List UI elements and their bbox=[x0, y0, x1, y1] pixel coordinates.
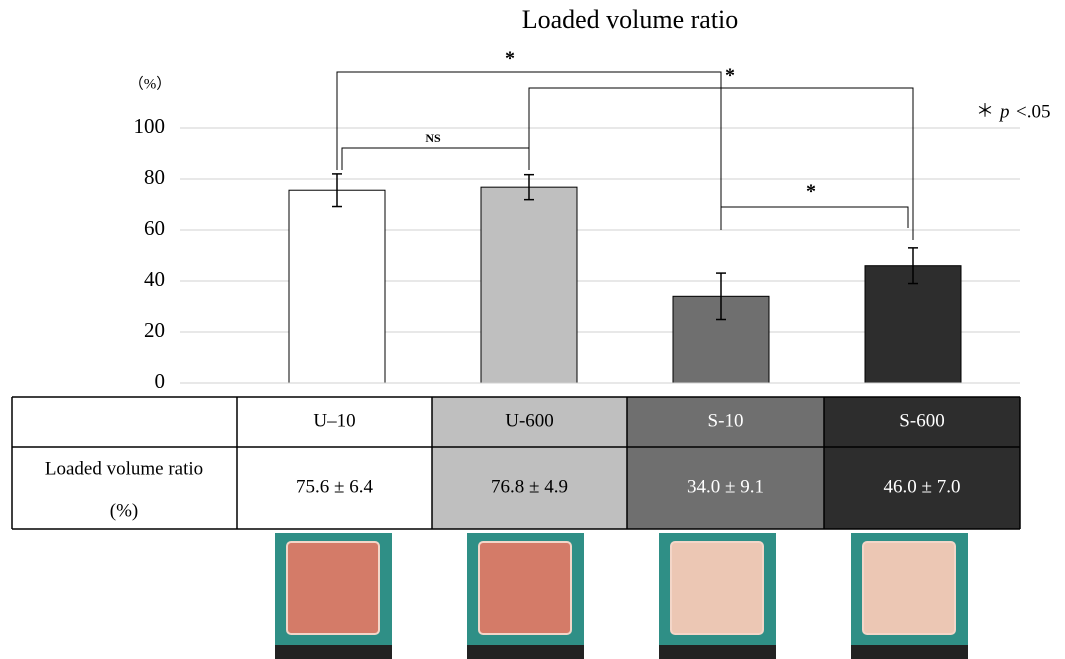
note-symbol: ＊ bbox=[976, 101, 994, 121]
significance-bracket bbox=[721, 207, 908, 228]
photo-sample bbox=[671, 542, 763, 634]
row-label: Loaded volume ratio bbox=[45, 458, 203, 479]
bar bbox=[481, 187, 577, 383]
value-label: 76.8 ± 4.9 bbox=[491, 476, 568, 497]
photo-sample bbox=[287, 542, 379, 634]
chart-title: Loaded volume ratio bbox=[522, 5, 739, 34]
category-label: U-600 bbox=[505, 410, 554, 431]
note-p: p bbox=[998, 101, 1010, 122]
value-label: 46.0 ± 7.0 bbox=[884, 476, 961, 497]
y-tick-label: 20 bbox=[144, 318, 165, 342]
row-label: (%) bbox=[110, 500, 138, 521]
y-unit: （%） bbox=[129, 75, 172, 92]
chart: Loaded volume ratio （%） ＊ p <.05 0 20 40 60… bbox=[0, 0, 1065, 659]
significance-label: * bbox=[725, 65, 735, 87]
photo-sample bbox=[863, 542, 955, 634]
note-threshold: <.05 bbox=[1016, 101, 1050, 122]
y-tick-label: 0 bbox=[155, 369, 166, 393]
value-label: 34.0 ± 9.1 bbox=[687, 476, 764, 497]
y-tick-label: 60 bbox=[144, 216, 165, 240]
y-tick-label: 40 bbox=[144, 267, 165, 291]
y-tick-label: 80 bbox=[144, 165, 165, 189]
photo-ruler bbox=[659, 645, 776, 659]
significance-label: NS bbox=[425, 131, 441, 145]
significance-bracket bbox=[342, 148, 529, 170]
category-label: U–10 bbox=[313, 410, 355, 431]
photo-ruler bbox=[467, 645, 584, 659]
significance-label: * bbox=[806, 181, 816, 203]
significance-label: * bbox=[505, 48, 515, 70]
photo-sample bbox=[479, 542, 571, 634]
bar bbox=[289, 190, 385, 383]
value-label: 75.6 ± 6.4 bbox=[296, 476, 373, 497]
y-tick-label: 100 bbox=[134, 114, 166, 138]
photo-ruler bbox=[275, 645, 392, 659]
category-label: S-600 bbox=[899, 410, 944, 431]
photo-ruler bbox=[851, 645, 968, 659]
category-label: S-10 bbox=[708, 410, 744, 431]
